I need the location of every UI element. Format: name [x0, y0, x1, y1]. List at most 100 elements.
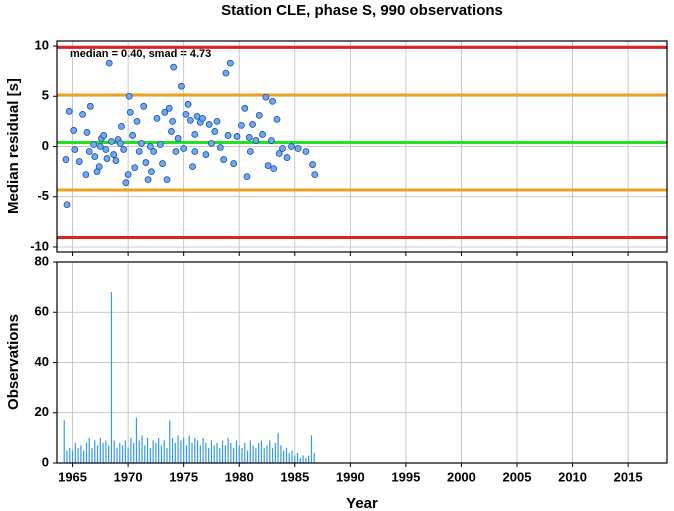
- bar: [158, 437, 160, 463]
- data-point: [220, 156, 228, 163]
- data-point: [226, 59, 234, 67]
- bar: [224, 445, 226, 463]
- data-point: [90, 141, 98, 148]
- data-point: [224, 132, 232, 139]
- data-point: [131, 164, 139, 172]
- bar: [163, 440, 165, 463]
- y-tick-label: 40: [35, 354, 49, 369]
- data-point: [95, 163, 103, 170]
- data-point: [259, 131, 266, 138]
- bar: [313, 452, 315, 463]
- data-point: [205, 120, 213, 128]
- data-point: [211, 128, 219, 135]
- bar: [152, 440, 154, 463]
- bar: [69, 447, 71, 463]
- x-tick-label: 2000: [447, 469, 476, 484]
- data-point: [180, 145, 188, 152]
- x-tick-label: 2005: [503, 469, 532, 484]
- data-point: [63, 201, 71, 209]
- bar: [246, 450, 249, 463]
- bar: [124, 440, 126, 463]
- data-point: [82, 171, 90, 179]
- data-point: [108, 138, 115, 145]
- bar: [294, 455, 296, 463]
- data-point: [126, 108, 134, 116]
- data-point: [118, 123, 125, 130]
- data-point: [150, 148, 158, 155]
- data-point: [91, 153, 99, 160]
- data-point: [191, 131, 199, 138]
- data-point: [270, 165, 278, 173]
- data-point: [112, 157, 120, 164]
- data-point: [189, 163, 196, 170]
- x-tick-label: 1985: [280, 469, 309, 484]
- bar: [285, 447, 288, 463]
- y-tick-label: 80: [35, 253, 49, 268]
- data-point: [199, 114, 206, 122]
- bar: [174, 442, 176, 463]
- data-point: [174, 135, 182, 142]
- data-point: [283, 154, 291, 161]
- bar: [213, 445, 215, 463]
- bar: [116, 447, 118, 463]
- x-tick-label: 2010: [558, 469, 587, 484]
- bar: [149, 447, 151, 463]
- bar: [191, 442, 193, 463]
- bar: [91, 447, 93, 463]
- bar: [85, 442, 88, 463]
- bar: [196, 440, 199, 463]
- data-point: [103, 155, 111, 162]
- data-point: [238, 122, 245, 129]
- bar: [135, 417, 138, 463]
- x-tick-label: 2015: [614, 469, 643, 484]
- bar: [188, 435, 190, 463]
- data-point: [246, 148, 254, 155]
- data-point: [102, 146, 110, 153]
- data-point: [156, 141, 164, 148]
- y-axis-label: Observations: [5, 314, 22, 410]
- data-point: [96, 143, 104, 150]
- bar: [233, 447, 235, 463]
- data-point: [273, 115, 281, 123]
- bar: [241, 447, 243, 463]
- bar: [308, 455, 310, 463]
- data-point: [144, 176, 152, 184]
- bar: [199, 445, 201, 463]
- data-point: [184, 100, 192, 108]
- data-point: [245, 134, 253, 141]
- data-point: [168, 128, 175, 135]
- y-tick-label: 10: [35, 37, 49, 52]
- y-axis-label: Median residual [s]: [5, 78, 22, 214]
- data-point: [138, 140, 145, 147]
- data-point: [269, 97, 276, 105]
- bar: [113, 440, 115, 463]
- data-point: [83, 129, 91, 136]
- data-point: [208, 140, 215, 147]
- data-point: [288, 143, 295, 150]
- data-point: [71, 146, 79, 153]
- bar: [299, 457, 301, 463]
- bar: [138, 440, 140, 463]
- data-point: [161, 108, 169, 116]
- data-point: [133, 117, 141, 125]
- bar: [177, 435, 179, 463]
- y-tick-label: -10: [30, 238, 49, 253]
- data-point: [249, 120, 256, 128]
- x-tick-label: 1990: [336, 469, 365, 484]
- bar: [202, 437, 204, 463]
- data-point: [153, 114, 161, 122]
- bar: [99, 437, 101, 463]
- bar: [269, 440, 271, 463]
- bar: [155, 442, 157, 463]
- bar: [144, 445, 146, 463]
- data-point: [146, 143, 154, 150]
- bar: [219, 447, 221, 463]
- data-point: [142, 159, 150, 166]
- bar: [244, 442, 246, 463]
- bar: [160, 445, 163, 463]
- bar: [74, 442, 76, 463]
- y-tick-label: 60: [35, 304, 49, 319]
- bar: [288, 452, 290, 463]
- data-point: [86, 102, 94, 110]
- bar: [166, 447, 168, 463]
